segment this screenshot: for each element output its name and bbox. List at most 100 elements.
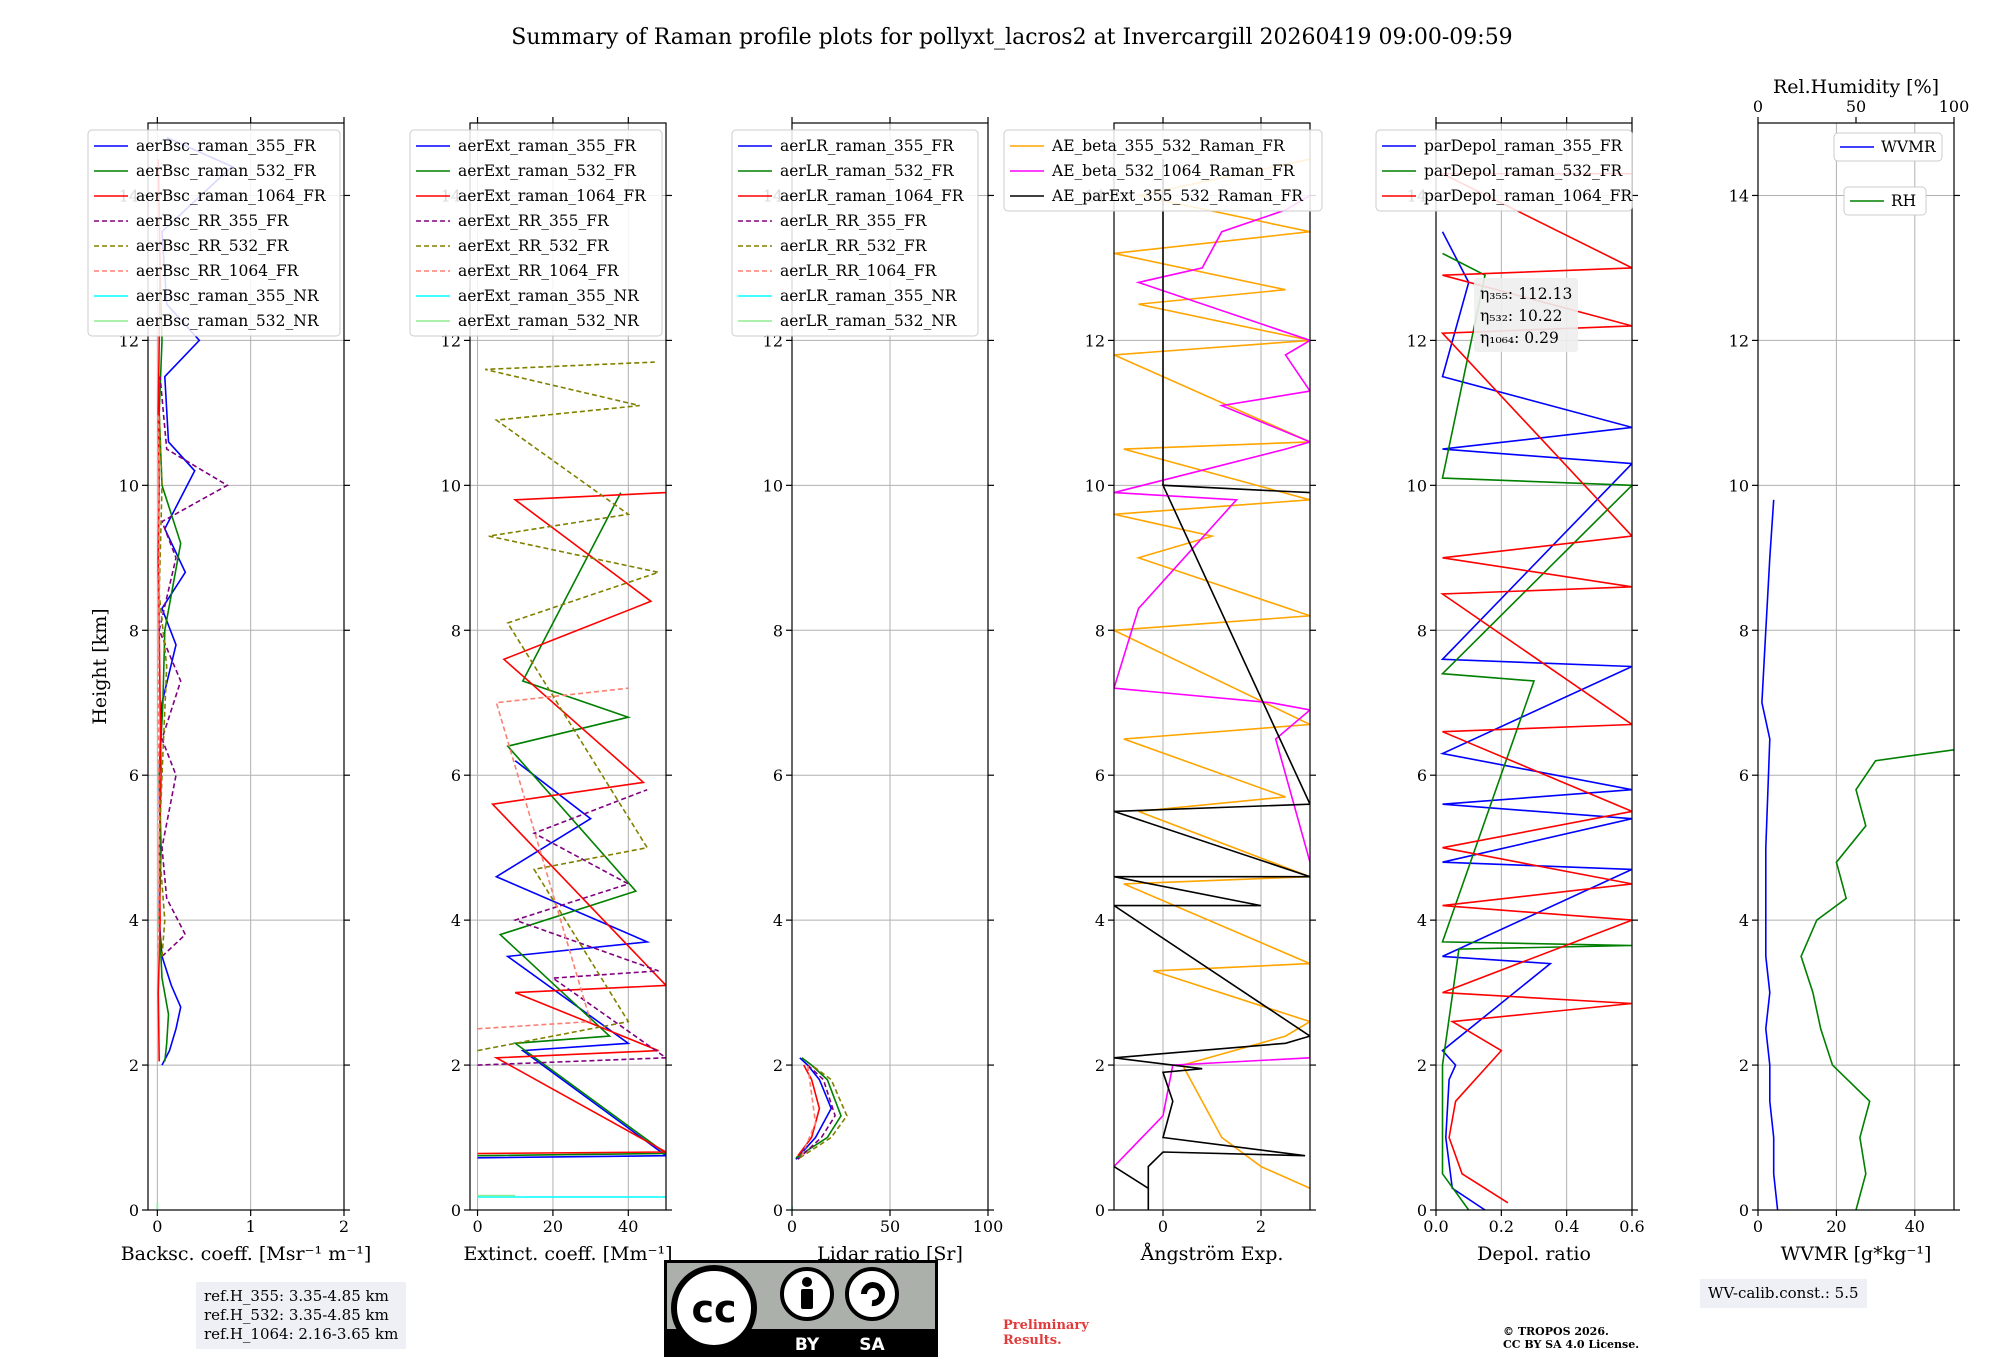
x-axis-label: Depol. ratio (1477, 1243, 1591, 1265)
legend-label: aerBsc_raman_1064_FR (136, 187, 327, 205)
y-tick-label: 0 (129, 1201, 139, 1220)
x-tick-label: 0 (1158, 1217, 1168, 1236)
legend-label: aerBsc_raman_532_FR (136, 162, 317, 180)
x-tick-label: 40 (618, 1217, 638, 1236)
x-tick-label: 0.2 (1489, 1217, 1514, 1236)
series-line-parDepol_raman_1064_FR (1440, 172, 1632, 1204)
axes-frame (469, 122, 667, 1211)
ref-line-1064: ref.H_1064: 2.16-3.65 km (204, 1325, 399, 1343)
axes-frame (147, 122, 345, 1211)
x-axis-label: Lidar ratio [Sr] (817, 1243, 963, 1265)
person-body-icon (801, 1289, 813, 1309)
top-x-tick-label: 100 (1939, 97, 1970, 116)
series-line-WVMR (1761, 499, 1779, 1210)
reference-height-box: ref.H_355: 3.35-4.85 km ref.H_532: 3.35-… (196, 1282, 407, 1349)
series-group (1114, 158, 1310, 1210)
x-tick-label: 0 (472, 1217, 482, 1236)
x-axis-label: Extinct. coeff. [Mm⁻¹] (463, 1243, 672, 1265)
series-group (1439, 172, 1632, 1210)
panel-angstrom: 0202468101214Ångström Exp.AE_beta_355_53… (1003, 117, 1323, 1265)
legend-frame (1833, 132, 1943, 162)
legend-label: aerBsc_raman_532_NR (136, 312, 320, 330)
eta-box (1474, 278, 1578, 352)
series-line-aerExt_raman_355_FR (477, 760, 666, 1159)
legend-label: parDepol_raman_1064_FR (1424, 187, 1633, 205)
y-tick-label: 10 (1085, 476, 1105, 495)
panels: 01202468101214Backsc. coeff. [Msr⁻¹ m⁻¹]… (87, 76, 1970, 1265)
legend: AE_beta_355_532_Raman_FR AE_beta_532_1064… (1003, 129, 1323, 212)
legend-label: aerBsc_RR_532_FR (136, 237, 290, 255)
y-tick-label: 0 (1739, 1201, 1749, 1220)
axes-frame (1757, 122, 1955, 1211)
legend-label: AE_parExt_355_532_Raman_FR (1051, 187, 1304, 205)
y-tick-label: 2 (129, 1056, 139, 1075)
series-line-aerExt_RR_1064_FR (477, 687, 629, 1030)
series-line-aerExt_raman_532_FR (477, 492, 666, 1157)
copyright-line-2: CC BY SA 4.0 License. (1503, 1338, 1640, 1351)
series-group (792, 1057, 848, 1210)
x-tick-label: 0 (787, 1217, 797, 1236)
x-tick-label: 50 (880, 1217, 900, 1236)
eta-annotation: η₃₅₅: 112.13 (1480, 285, 1572, 303)
legend-frame (87, 129, 341, 337)
legend-label: aerLR_raman_1064_FR (780, 187, 965, 205)
legend-frame (731, 129, 979, 337)
series-line-RH (1800, 749, 1954, 1210)
legend-label: AE_beta_532_1064_Raman_FR (1051, 162, 1296, 180)
y-tick-label: 6 (1417, 766, 1427, 785)
y-tick-label: 2 (1417, 1056, 1427, 1075)
cc-by-label: BY (795, 1335, 820, 1355)
legend: RH (1843, 186, 1927, 216)
y-tick-label: 10 (1729, 476, 1749, 495)
top-x-tick-label: 0 (1753, 97, 1763, 116)
top-axis-label: Rel.Humidity [%] (1773, 76, 1939, 98)
cc-circle-icon (671, 1265, 757, 1351)
panel-lidar_ratio: 05010002468101214Lidar ratio [Sr]aerLR_r… (731, 117, 1003, 1265)
series-line-AE_parExt_355_532_Raman_FR (1114, 159, 1310, 1210)
y-tick-label: 2 (1095, 1056, 1105, 1075)
y-tick-label: 8 (129, 621, 139, 640)
y-tick-label: 14 (1729, 186, 1749, 205)
series-line-aerExt_raman_1064_FR (477, 491, 666, 1155)
legend-label: aerExt_RR_532_FR (458, 237, 610, 255)
y-tick-label: 8 (1095, 621, 1105, 640)
series-line-aerBsc_RR_1064_FR (157, 412, 161, 957)
axes-frame (1113, 122, 1311, 1211)
legend-label: aerLR_raman_355_FR (780, 137, 955, 155)
series-line-aerLR_RR_355_FR (797, 1064, 836, 1160)
y-tick-label: 6 (1739, 766, 1749, 785)
y-tick-label: 6 (773, 766, 783, 785)
y-tick-label: 10 (119, 476, 139, 495)
y-tick-label: 6 (451, 766, 461, 785)
wv-calibration-box: WV-calib.const.: 5.5 (1700, 1279, 1867, 1308)
y-tick-label: 8 (1739, 621, 1749, 640)
x-axis-label: WVMR [g*kg⁻¹] (1781, 1243, 1932, 1265)
y-tick-label: 10 (441, 476, 461, 495)
series-line-AE_beta_355_532_Raman_FR (1114, 158, 1310, 1190)
share-alike-icon (845, 1267, 899, 1321)
x-tick-label: 20 (543, 1217, 563, 1236)
y-tick-label: 8 (451, 621, 461, 640)
x-axis-label: Backsc. coeff. [Msr⁻¹ m⁻¹] (121, 1243, 372, 1265)
preliminary-line-2: Results. (1003, 1333, 1062, 1348)
copyright-line-1: © TROPOS 2026. (1503, 1325, 1609, 1338)
legend: WVMR (1833, 132, 1943, 162)
axes-frame (1435, 122, 1633, 1211)
legend-label: aerLR_raman_355_NR (780, 287, 958, 305)
cc-by-sa-badge: cc BY SA (664, 1260, 938, 1357)
y-tick-label: 4 (1739, 911, 1749, 930)
legend-label: WVMR (1881, 138, 1937, 156)
legend-label: parDepol_raman_532_FR (1424, 162, 1624, 180)
y-tick-label: 6 (129, 766, 139, 785)
legend: aerExt_raman_355_FR aerExt_raman_532_FRae… (409, 129, 663, 337)
y-tick-label: 4 (1417, 911, 1427, 930)
series-line-aerLR_raman_355_FR (795, 1057, 833, 1160)
share-alike-arrow-icon (861, 1282, 885, 1307)
series-line-aerBsc_RR_355_FR (158, 376, 229, 957)
legend-label: aerExt_raman_355_NR (458, 287, 640, 305)
legend-label: aerLR_raman_532_NR (780, 312, 958, 330)
x-tick-label: 0.6 (1619, 1217, 1644, 1236)
legend-label: aerExt_raman_532_NR (458, 312, 640, 330)
